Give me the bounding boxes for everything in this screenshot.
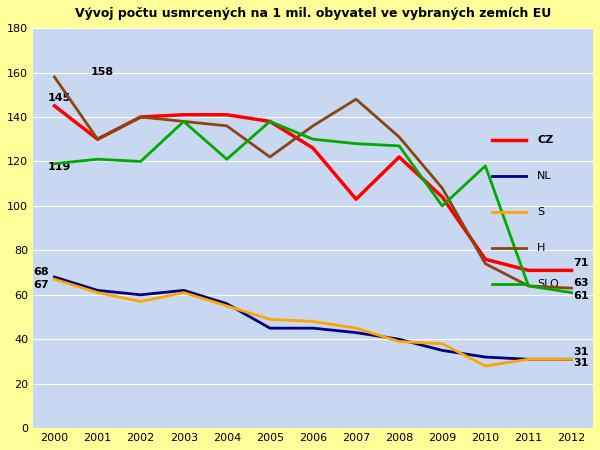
Text: 31: 31	[574, 347, 589, 357]
Title: Vývoj počtu usmrcených na 1 mil. obyvatel ve vybraných zemích EU: Vývoj počtu usmrcených na 1 mil. obyvate…	[75, 7, 551, 20]
Text: SLO: SLO	[537, 279, 559, 289]
Text: CZ: CZ	[537, 135, 553, 145]
Text: 68: 68	[33, 267, 49, 277]
Text: 67: 67	[33, 280, 49, 290]
Text: 145: 145	[48, 94, 71, 104]
Text: H: H	[537, 243, 545, 253]
Text: 158: 158	[91, 67, 114, 77]
Text: 61: 61	[574, 291, 589, 301]
Text: NL: NL	[537, 171, 551, 181]
Text: 71: 71	[574, 258, 589, 268]
Text: 119: 119	[48, 162, 71, 172]
Text: 31: 31	[574, 358, 589, 368]
Text: S: S	[537, 207, 544, 217]
Text: 63: 63	[574, 278, 589, 288]
